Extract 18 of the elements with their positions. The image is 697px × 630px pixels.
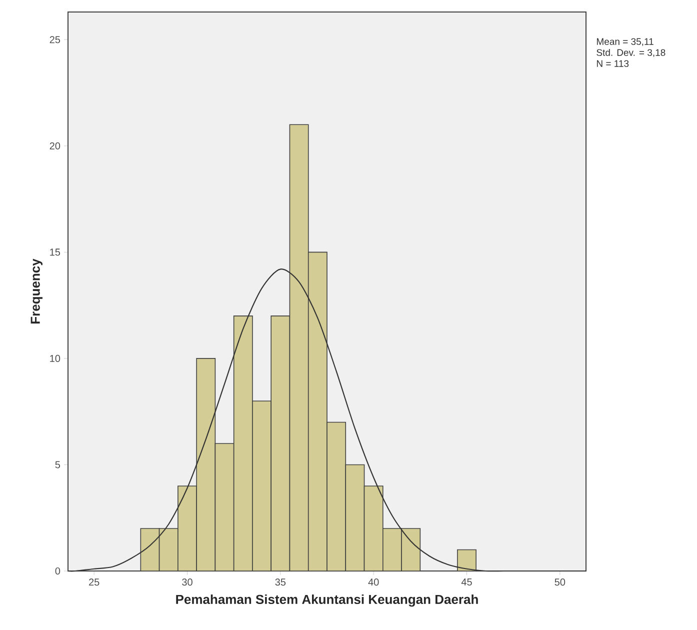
y-tick-label: 20: [50, 142, 60, 150]
text: N = 113: [596, 60, 629, 67]
x-tick-label: 50: [554, 578, 566, 586]
x-tick-label: 35: [275, 578, 286, 586]
y-axis-title: Frequency: [30, 258, 42, 324]
x-tick-label: 40: [368, 578, 379, 586]
text: Std. Dev. = 3,18: [596, 48, 666, 58]
y-tick-label: 5: [55, 461, 60, 468]
y-tick-label: 0: [55, 567, 60, 575]
y-tick-label: 15: [50, 248, 60, 256]
y-tick-label: 25: [50, 36, 60, 44]
y-tick-label: 10: [50, 354, 60, 362]
x-tick-label: 45: [461, 578, 472, 586]
x-tick-label: 30: [182, 578, 192, 586]
text: Mean = 35,11: [596, 38, 654, 46]
x-tick-label: 25: [89, 578, 100, 586]
x-axis-title: Pemahaman Sistem Akuntansi Keuangan Daerah: [176, 594, 478, 607]
line-series: [67, 268, 587, 572]
